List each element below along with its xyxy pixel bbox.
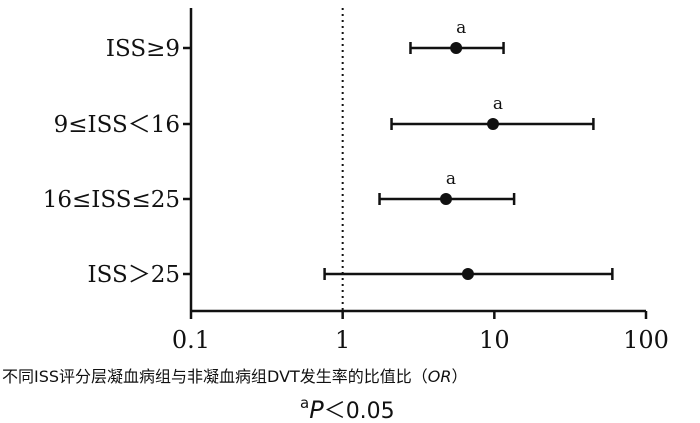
axes <box>189 8 646 313</box>
footnote-superscript: a <box>300 394 309 412</box>
x-axis-title: 不同ISS评分层凝血病组与非凝血病组DVT发生率的比值比（OR） <box>2 367 468 386</box>
data-rows: a a a <box>323 18 614 280</box>
significance-mark: a <box>493 94 503 114</box>
significance-footnote: aP＜0.05 <box>300 394 395 423</box>
point-estimate <box>450 42 463 54</box>
footnote-threshold: ＜0.05 <box>324 399 395 423</box>
category-label: 16≤ISS≤25 <box>43 187 180 213</box>
point-estimate <box>487 118 500 130</box>
x-axis-title-suffix: ） <box>452 367 468 386</box>
x-tick-label: 100 <box>623 326 669 354</box>
x-axis-title-italic: OR <box>428 367 452 386</box>
footnote-p: P <box>309 396 324 423</box>
point-estimate <box>439 193 452 205</box>
category-label: ISS＞25 <box>88 262 180 288</box>
x-tick-label: 1 <box>335 326 350 354</box>
significance-mark: a <box>456 18 466 38</box>
point-estimate <box>461 268 474 280</box>
category-label: 9≤ISS＜16 <box>54 112 180 138</box>
x-axis-title-prefix: 不同ISS评分层凝血病组与非凝血病组DVT发生率的比值比（ <box>2 367 428 386</box>
category-labels: ISS≥9 9≤ISS＜16 16≤ISS≤25 ISS＞25 <box>43 36 191 288</box>
significance-mark: a <box>446 169 456 189</box>
category-label: ISS≥9 <box>106 36 180 62</box>
x-ticks: 0.1 1 10 100 <box>172 311 669 354</box>
x-tick-label: 10 <box>479 326 510 354</box>
x-tick-label: 0.1 <box>172 326 210 354</box>
